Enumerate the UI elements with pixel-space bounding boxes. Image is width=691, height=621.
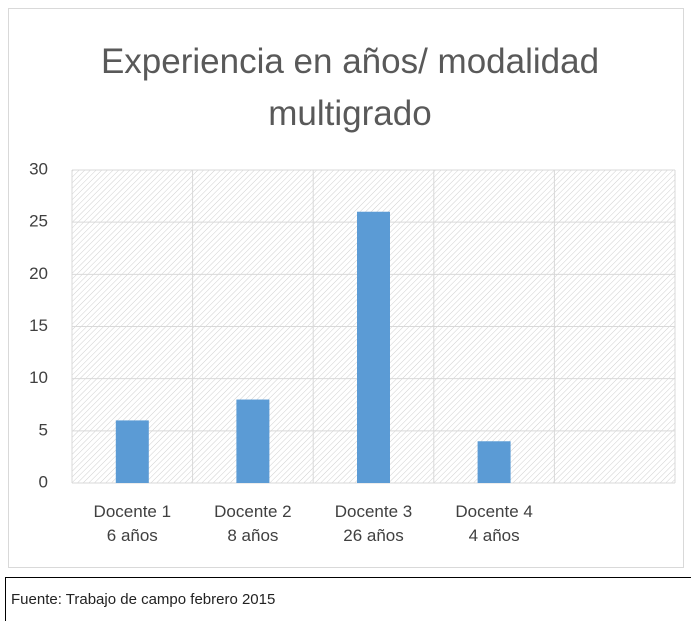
y-tick-label: 5 (39, 420, 48, 439)
y-tick-label: 25 (29, 212, 48, 231)
x-tick-label: Docente 1 6 años (93, 502, 172, 545)
bar (357, 211, 390, 483)
chart-title: Experiencia en años/ modalidad multigrad… (100, 42, 600, 133)
y-tick-label: 10 (29, 368, 48, 387)
source-note: Fuente: Trabajo de campo febrero 2015 (5, 577, 691, 621)
y-tick-label: 30 (29, 159, 48, 178)
x-tick-label: Docente 3 26 años (334, 502, 413, 545)
y-tick-label: 15 (29, 316, 48, 335)
y-tick-label: 20 (29, 264, 48, 283)
bar (236, 399, 270, 483)
x-tick-label: Docente 2 8 años (214, 502, 292, 545)
bar (477, 441, 511, 483)
bar (115, 420, 149, 483)
chart-frame (8, 8, 684, 568)
y-tick-label: 0 (39, 472, 48, 491)
x-tick-label: Docente 4 4 años (455, 502, 533, 545)
